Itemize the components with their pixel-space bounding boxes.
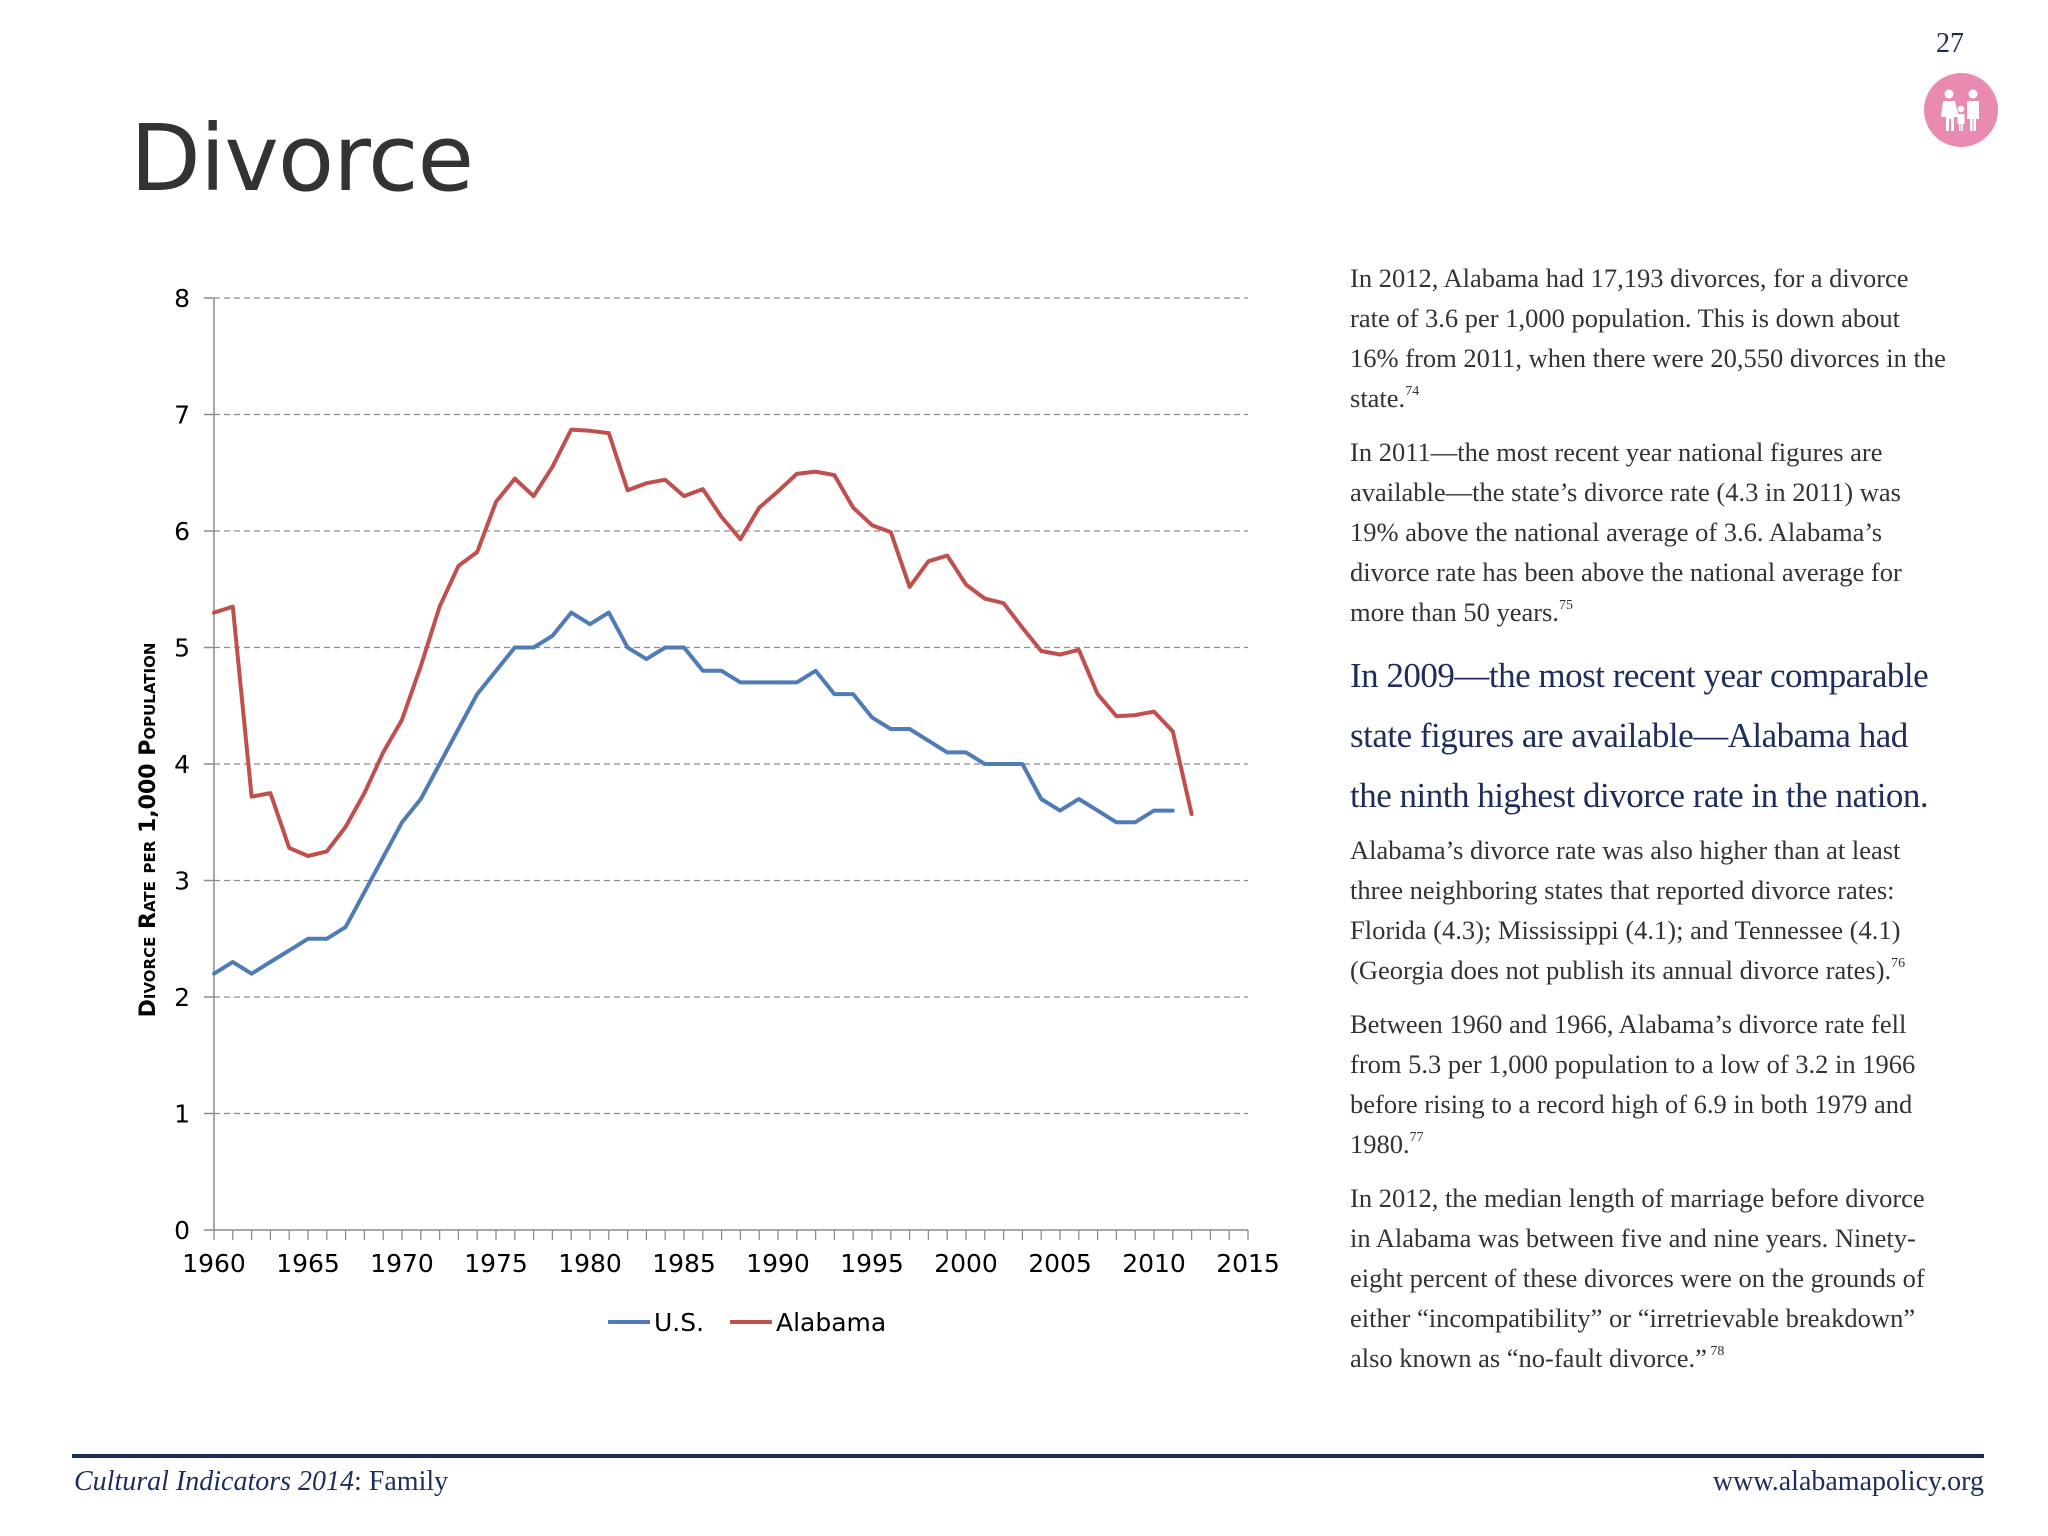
x-tick-label: 1980	[558, 1249, 622, 1278]
y-tick-label: 6	[174, 517, 190, 546]
divorce-rate-chart: Divorce Rate per 1,000 Population 0 1 2 3 4 5…	[136, 284, 1280, 1337]
y-tick-label: 0	[174, 1216, 190, 1245]
series-line-alabama	[212, 427, 1194, 858]
paragraph-4: Between 1960 and 1966, Alabama’s divorce…	[1350, 1009, 1916, 1159]
footer-publication: Cultural Indicators 2014: Family	[74, 1466, 449, 1497]
x-tick-label: 1995	[840, 1249, 904, 1278]
series-line-us	[212, 610, 1175, 976]
article-text: In 2012, Alabama had 17,193 divorces, fo…	[1350, 258, 1950, 1392]
x-tick-label: 2005	[1028, 1249, 1092, 1278]
y-axis-label: Divorce Rate per 1,000 Population	[136, 643, 161, 1018]
y-tick-label: 7	[174, 401, 190, 430]
footer-rule	[72, 1454, 1984, 1458]
legend: U.S. Alabama	[608, 1308, 886, 1337]
footnote-ref: 74	[1405, 384, 1420, 399]
paragraph-1: In 2012, Alabama had 17,193 divorces, fo…	[1350, 263, 1946, 413]
x-tick-label: 2000	[934, 1249, 998, 1278]
paragraph-5: In 2012, the median length of marriage b…	[1350, 1183, 1925, 1373]
x-tick-label: 1965	[276, 1249, 340, 1278]
page-title: Divorce	[130, 105, 474, 212]
legend-label: Alabama	[776, 1308, 886, 1337]
x-tick-label: 2015	[1216, 1249, 1280, 1278]
y-tick-label: 3	[174, 867, 190, 896]
paragraph-2: In 2011—the most recent year national fi…	[1350, 437, 1902, 627]
legend-label: U.S.	[654, 1308, 704, 1337]
family-icon	[1941, 89, 1979, 131]
x-tick-label: 1985	[652, 1249, 716, 1278]
footer-url[interactable]: www.alabamapolicy.org	[1712, 1466, 1984, 1497]
series	[212, 427, 1194, 976]
x-tick-label: 2010	[1122, 1249, 1186, 1278]
x-tick-label: 1975	[464, 1249, 528, 1278]
axes: 0 1 2 3 4 5 6 7 8 1960 1965 1970 1975 1980 1985 1990 199…	[174, 284, 1280, 1278]
footnote-ref: 77	[1409, 1130, 1424, 1145]
footnote-ref: 75	[1559, 598, 1573, 613]
y-tick-label: 4	[174, 750, 190, 779]
paragraph-3: Alabama’s divorce rate was also higher t…	[1350, 835, 1906, 985]
y-tick-label: 2	[174, 983, 190, 1012]
gridlines	[214, 297, 1248, 1115]
family-badge	[1924, 73, 1998, 147]
page-number: 27	[1936, 28, 1964, 59]
x-tick-label: 1960	[182, 1249, 246, 1278]
y-tick-label: 1	[174, 1100, 190, 1129]
y-tick-label: 8	[174, 284, 190, 313]
footnote-ref: 76	[1891, 956, 1906, 971]
x-tick-label: 1970	[370, 1249, 434, 1278]
y-tick-label: 5	[174, 634, 190, 663]
x-tick-label: 1990	[746, 1249, 810, 1278]
pull-quote: In 2009—the most recent year comparable …	[1350, 656, 1929, 815]
footnote-ref: 78	[1706, 1344, 1725, 1359]
